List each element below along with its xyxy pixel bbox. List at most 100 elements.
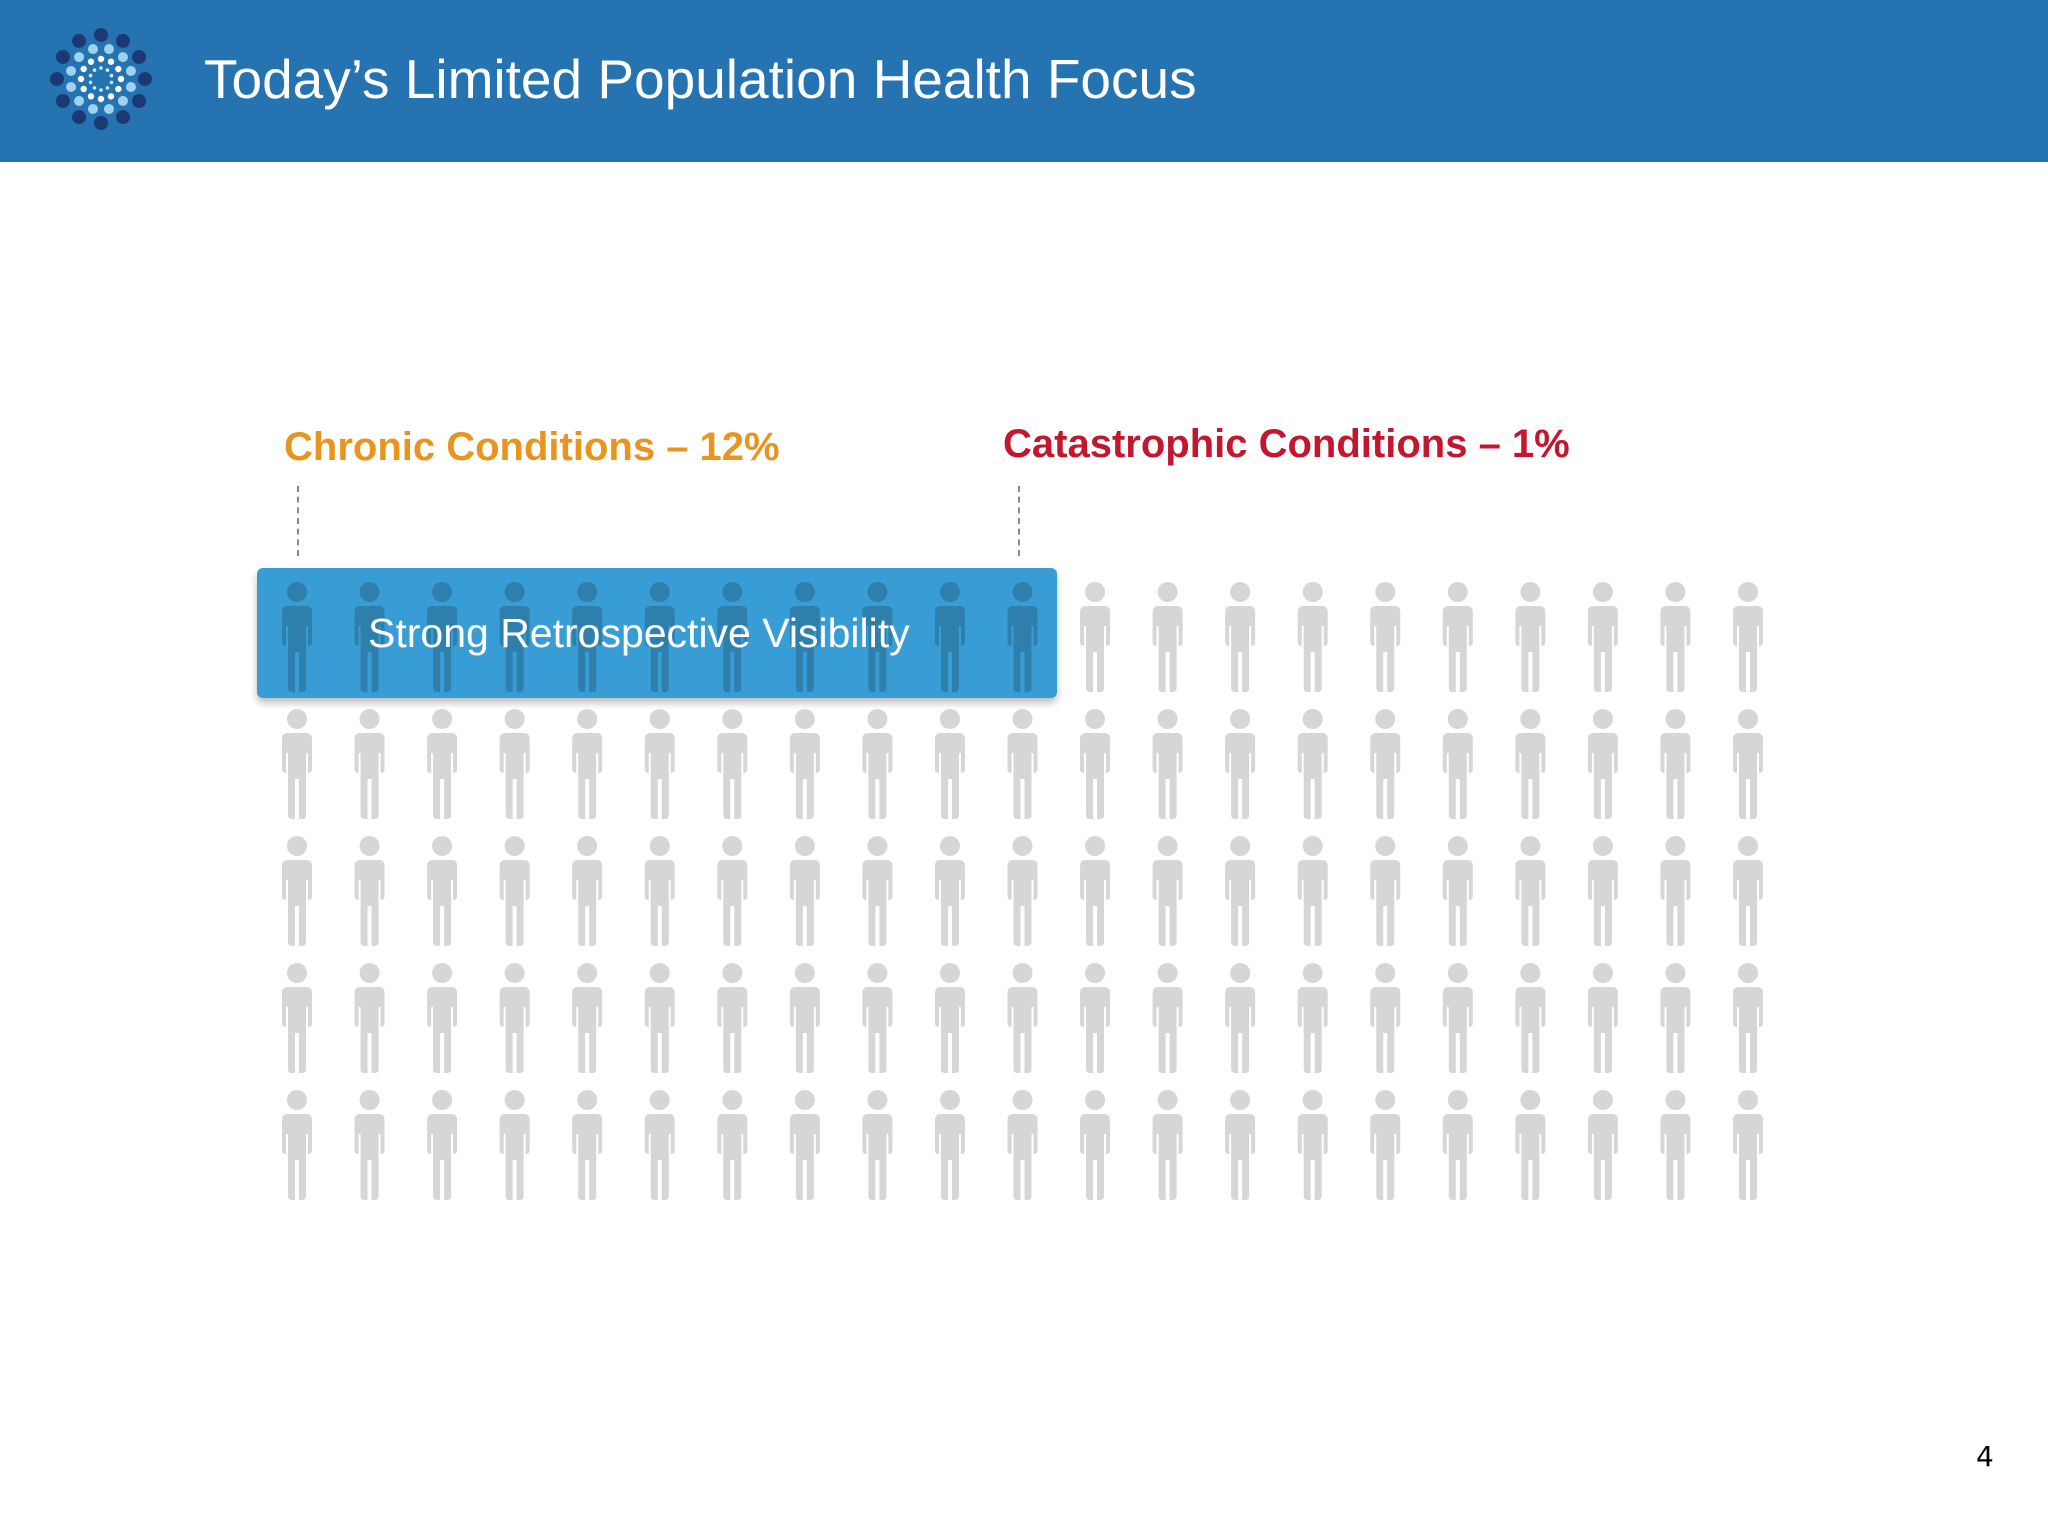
person-icon bbox=[934, 709, 965, 819]
person-icon bbox=[572, 963, 603, 1073]
person-icon bbox=[354, 836, 385, 946]
person-icon bbox=[499, 1090, 530, 1200]
logo-dot bbox=[50, 72, 64, 86]
highlight-label: Strong Retrospective Visibility bbox=[368, 610, 910, 656]
logo-dot bbox=[87, 58, 95, 65]
logo-dot bbox=[115, 65, 122, 73]
person-icon bbox=[862, 709, 893, 819]
person-icon bbox=[1587, 709, 1618, 819]
person-icon bbox=[1080, 836, 1111, 946]
logo-dot bbox=[104, 44, 115, 55]
logo-dot bbox=[88, 73, 93, 78]
person-icon bbox=[1007, 1090, 1038, 1200]
person-icon bbox=[354, 582, 385, 692]
person-icon bbox=[1733, 709, 1763, 819]
person-icon bbox=[1370, 1090, 1401, 1200]
person-icon bbox=[282, 582, 312, 692]
person-icon bbox=[427, 709, 458, 819]
logo-dot bbox=[74, 95, 85, 106]
person-icon bbox=[1370, 836, 1401, 946]
logo-dot bbox=[109, 80, 114, 85]
person-icon bbox=[572, 836, 603, 946]
person-icon bbox=[1225, 963, 1256, 1073]
person-icon bbox=[499, 582, 530, 692]
person-icon bbox=[1225, 582, 1256, 692]
logo-dot bbox=[104, 103, 115, 114]
person-icon bbox=[427, 1090, 458, 1200]
logo-dot bbox=[66, 65, 77, 76]
person-icon bbox=[1733, 1090, 1763, 1200]
person-icon bbox=[644, 1090, 675, 1200]
logo-dot bbox=[125, 65, 136, 76]
person-icon bbox=[1442, 963, 1473, 1073]
person-icon bbox=[934, 963, 965, 1073]
person-icon bbox=[282, 709, 312, 819]
person-icon bbox=[789, 709, 820, 819]
person-icon bbox=[572, 1090, 603, 1200]
person-icon bbox=[644, 836, 675, 946]
logo-dot bbox=[97, 55, 105, 63]
person-icon bbox=[499, 963, 530, 1073]
person-icon bbox=[1080, 1090, 1111, 1200]
person-icon bbox=[427, 963, 458, 1073]
person-icon bbox=[1515, 1090, 1546, 1200]
logo-dot bbox=[66, 82, 77, 93]
catastrophic-conditions-label: Catastrophic Conditions – 1% bbox=[1003, 422, 1570, 466]
person-icon bbox=[1370, 709, 1401, 819]
person-icon bbox=[862, 963, 893, 1073]
person-icon bbox=[862, 582, 893, 692]
logo-dot bbox=[74, 52, 85, 63]
logo-dot bbox=[117, 52, 128, 63]
person-icon bbox=[1733, 582, 1763, 692]
logo-dot bbox=[107, 58, 115, 65]
person-icon bbox=[934, 582, 965, 692]
logo-dot bbox=[125, 82, 136, 93]
person-icon bbox=[1587, 963, 1618, 1073]
person-icon bbox=[1225, 1090, 1256, 1200]
person-icon bbox=[862, 1090, 893, 1200]
person-icon bbox=[427, 582, 458, 692]
person-icon bbox=[717, 836, 748, 946]
logo-dot bbox=[55, 50, 70, 64]
person-icon bbox=[644, 963, 675, 1073]
logo-dot bbox=[77, 75, 85, 83]
person-icon bbox=[1297, 963, 1328, 1073]
person-icon bbox=[1152, 709, 1183, 819]
logo-dot bbox=[87, 93, 95, 100]
person-icon bbox=[1080, 582, 1111, 692]
logo-dot bbox=[72, 33, 86, 48]
person-icon bbox=[1007, 836, 1038, 946]
person-icon bbox=[1733, 963, 1763, 1073]
person-icon bbox=[1007, 709, 1038, 819]
person-icon bbox=[1297, 1090, 1328, 1200]
person-icon bbox=[1007, 582, 1038, 692]
person-icon bbox=[1225, 836, 1256, 946]
logo-dot bbox=[92, 68, 97, 72]
person-icon bbox=[282, 963, 312, 1073]
person-icon bbox=[644, 582, 675, 692]
chronic-conditions-label: Chronic Conditions – 12% bbox=[284, 425, 780, 469]
person-icon bbox=[427, 836, 458, 946]
person-icon bbox=[717, 582, 748, 692]
logo-dot bbox=[99, 88, 103, 92]
logo-dot bbox=[138, 72, 152, 86]
person-icon bbox=[282, 836, 312, 946]
person-icon bbox=[1152, 836, 1183, 946]
person-icon bbox=[644, 709, 675, 819]
person-icon bbox=[1080, 963, 1111, 1073]
logo-dot bbox=[107, 93, 115, 100]
logo-dot bbox=[132, 50, 147, 64]
logo-dot bbox=[109, 73, 114, 78]
person-icon bbox=[354, 709, 385, 819]
person-icon bbox=[1660, 1090, 1691, 1200]
person-icon bbox=[1152, 1090, 1183, 1200]
person-icon bbox=[1442, 836, 1473, 946]
person-icon bbox=[934, 1090, 965, 1200]
person-icon bbox=[1515, 709, 1546, 819]
person-icon bbox=[1080, 709, 1111, 819]
logo-dot bbox=[72, 110, 86, 125]
person-icon bbox=[789, 582, 820, 692]
chronic-marker-line bbox=[297, 486, 299, 556]
